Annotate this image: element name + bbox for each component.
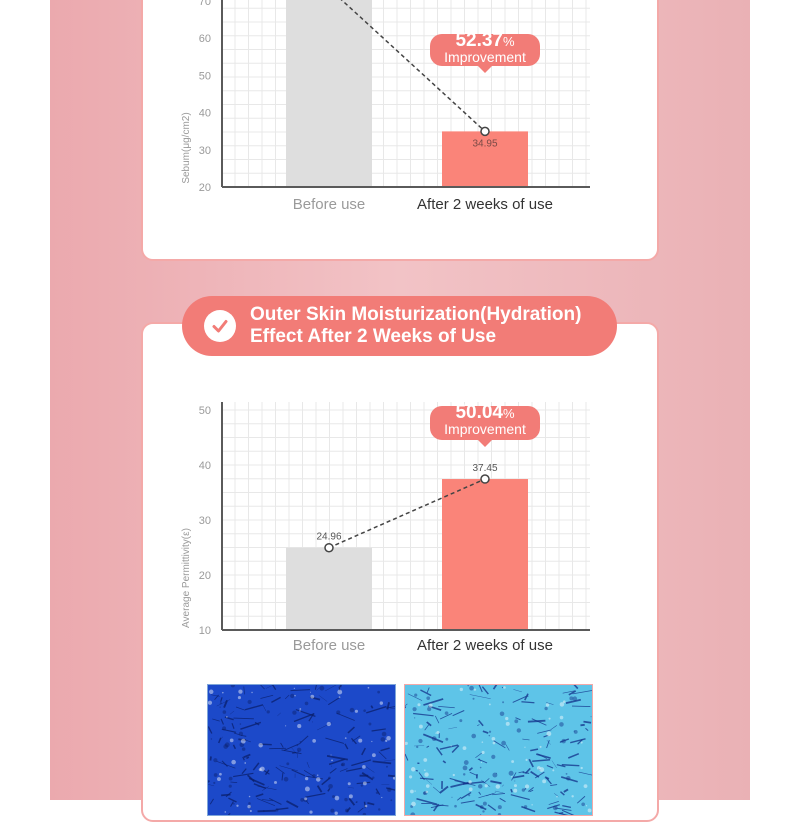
percent-unit: % — [503, 406, 515, 421]
after-bar — [442, 479, 528, 630]
data-label: 24.96 — [316, 532, 341, 543]
after-skin-photo — [404, 684, 593, 816]
before-skin-photo — [207, 684, 396, 816]
x-tick-label: After 2 weeks of use — [417, 637, 553, 654]
improvement-label: Improvement — [444, 421, 526, 437]
y-tick-label: 10 — [199, 625, 211, 637]
data-point — [325, 544, 333, 552]
hydration-chart: 10 20 30 40 50 Average Permittivity(ε) 24.96 37… — [0, 0, 800, 670]
y-tick-label: 40 — [199, 460, 211, 472]
y-axis-label: Average Permittivity(ε) — [181, 528, 192, 628]
x-tick-label: Before use — [293, 637, 366, 654]
improvement-percent: 50.04% — [455, 402, 515, 423]
badge-pointer — [478, 440, 492, 447]
improvement-badge: 50.04%Improvement — [430, 402, 540, 447]
y-tick-label: 50 — [199, 405, 211, 417]
y-tick-label: 30 — [199, 515, 211, 527]
percent-value: 50.04 — [455, 402, 503, 423]
data-label: 37.45 — [472, 463, 497, 474]
data-point — [481, 475, 489, 483]
before-bar — [286, 548, 372, 630]
y-tick-label: 20 — [199, 570, 211, 582]
